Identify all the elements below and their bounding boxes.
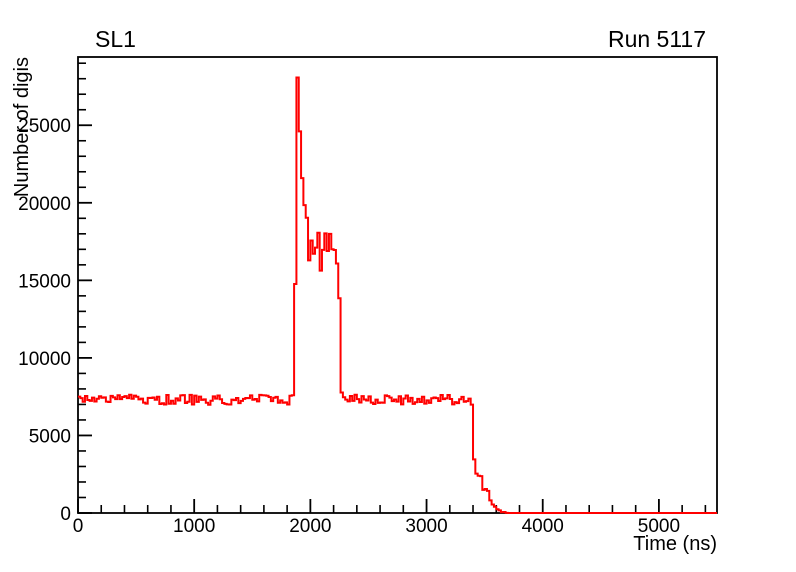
- x-axis: 0 1000 2000 3000 4000 5000: [73, 499, 707, 537]
- y-tick-label: 10000: [18, 349, 71, 370]
- plot-frame: [77, 56, 718, 514]
- y-tick-label: 25000: [18, 116, 71, 137]
- y-tick-label: 5000: [29, 426, 71, 447]
- chart-title: SL1: [95, 26, 136, 52]
- y-tick-label: 15000: [18, 271, 71, 292]
- x-tick-label: 4000: [522, 516, 564, 537]
- x-tick-label: 0: [73, 516, 84, 537]
- y-axis-title: Number of digis: [11, 57, 33, 197]
- x-tick-label: 3000: [405, 516, 447, 537]
- x-tick-label: 1000: [173, 516, 215, 537]
- x-tick-label: 2000: [289, 516, 331, 537]
- digi-rate-curve: [78, 76, 717, 514]
- y-tick-label: 0: [60, 504, 71, 525]
- run-label: Run 5117: [608, 26, 706, 52]
- x-axis-title: Time (ns): [633, 533, 717, 555]
- x-tick-label: 5000: [638, 516, 680, 537]
- y-axis: 0 5000 10000 15000 20000 25000: [18, 62, 92, 525]
- y-tick-label: 20000: [18, 194, 71, 215]
